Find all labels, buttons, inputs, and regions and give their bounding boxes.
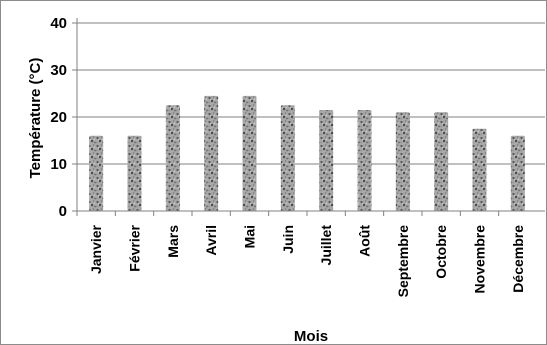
y-tick-label: 30 xyxy=(50,62,67,79)
y-tick-label: 40 xyxy=(50,15,67,32)
x-tick-label: Juin xyxy=(280,225,296,254)
bar-décembre xyxy=(510,135,525,211)
x-tick-label: Août xyxy=(357,225,373,257)
bar-février xyxy=(127,135,142,211)
bar-juin xyxy=(280,105,295,211)
bar-août xyxy=(357,109,372,211)
y-tick-label: 20 xyxy=(50,109,67,126)
bar-septembre xyxy=(395,112,410,211)
bar-octobre xyxy=(434,112,449,211)
x-tick-label: Avril xyxy=(203,225,219,256)
bar-mai xyxy=(242,95,257,211)
bar-juillet xyxy=(319,109,334,211)
x-axis-title: Mois xyxy=(294,328,328,345)
x-tick-label: Mars xyxy=(165,225,181,258)
x-tick-label: Septembre xyxy=(395,225,411,298)
y-axis-title: Température (°C) xyxy=(27,58,44,179)
bar-janvier xyxy=(89,135,104,211)
x-tick-label: Juillet xyxy=(318,225,334,266)
x-tick-label: Octobre xyxy=(433,225,449,279)
bar-novembre xyxy=(472,128,487,211)
x-tick-label: Mai xyxy=(242,225,258,248)
y-tick-label: 10 xyxy=(50,156,67,173)
bar-avril xyxy=(204,95,219,211)
x-tick-label: Janvier xyxy=(88,224,104,274)
x-tick-label: Décembre xyxy=(510,225,526,293)
bar-mars xyxy=(165,105,180,211)
x-tick-label: Février xyxy=(127,224,143,271)
x-tick-label: Novembre xyxy=(472,225,488,294)
y-tick-label: 0 xyxy=(59,203,67,220)
